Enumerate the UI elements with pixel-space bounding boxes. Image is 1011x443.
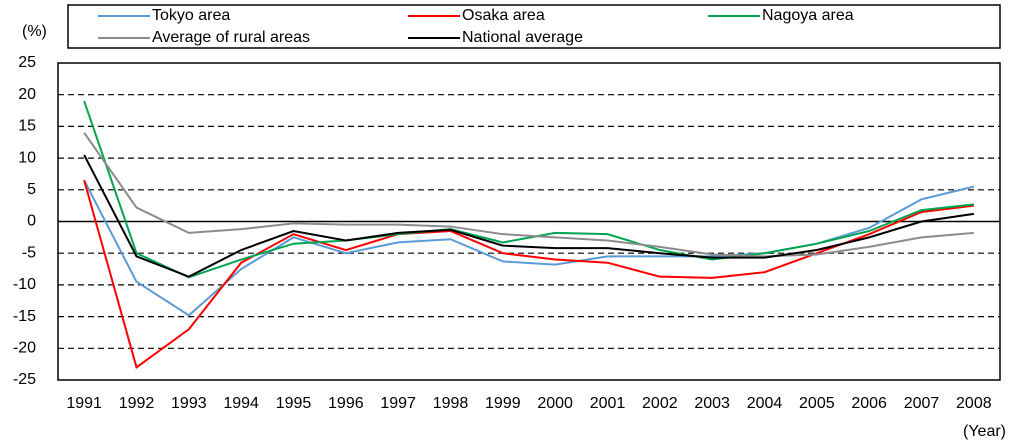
y-tick-label: 5 [27,181,36,198]
x-tick-label: 2006 [851,395,887,412]
x-tick-label: 1994 [223,395,259,412]
x-tick-label: 2001 [590,395,626,412]
x-axis-label: (Year) [963,423,1006,440]
x-tick-label: 2004 [747,395,783,412]
legend-label: National average [462,29,583,46]
x-tick-label: 1995 [276,395,312,412]
x-tick-label: 1993 [171,395,207,412]
x-tick-label: 1999 [485,395,521,412]
y-tick-label: -20 [13,340,36,357]
x-tick-label: 1998 [433,395,469,412]
x-tick-label: 1992 [119,395,155,412]
y-tick-label: -15 [13,308,36,325]
x-tick-label: 1991 [66,395,102,412]
x-tick-label: 2005 [799,395,835,412]
line [83,154,974,278]
x-tick-label: 1997 [380,395,416,412]
y-tick-label: -10 [13,276,36,293]
line [83,100,974,279]
y-tick-label: 15 [18,118,36,135]
y-axis-label: (%) [22,23,47,40]
legend-label: Average of rural areas [152,29,310,46]
legend-box [67,4,1001,49]
y-tick-label: 25 [18,54,36,71]
line [83,180,974,369]
y-tick-label: -25 [13,371,36,388]
line [83,132,974,258]
y-tick-label: -5 [22,244,36,261]
legend-label: Osaka area [462,7,545,24]
x-tick-label: 2000 [537,395,573,412]
legend-label: Nagoya area [762,7,854,24]
y-tick-label: 20 [18,86,36,103]
x-tick-label: 2007 [904,395,940,412]
legend-label: Tokyo area [152,7,230,24]
y-tick-label: 0 [27,213,36,230]
x-tick-label: 2008 [956,395,992,412]
x-tick-label: 1996 [328,395,364,412]
x-tick-label: 2002 [642,395,678,412]
y-tick-label: 10 [18,149,36,166]
x-tick-label: 2003 [694,395,730,412]
